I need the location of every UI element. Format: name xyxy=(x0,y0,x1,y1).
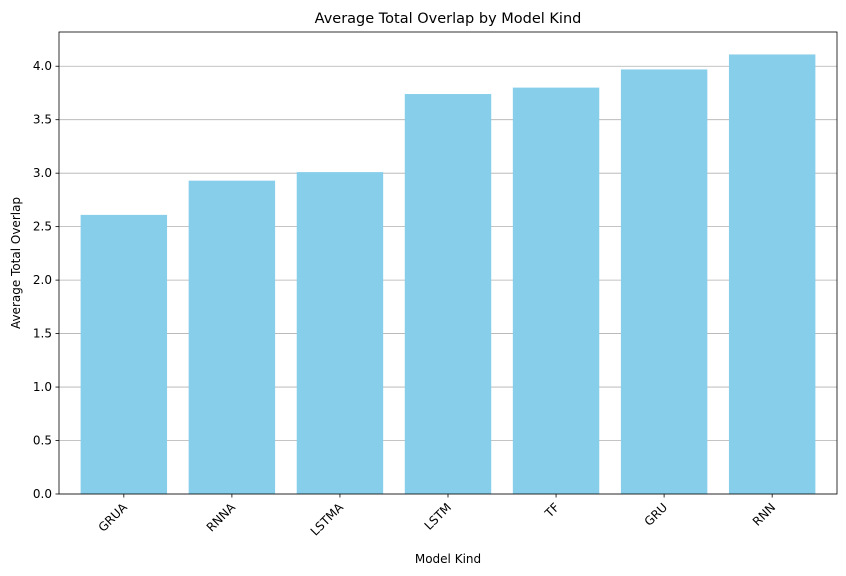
y-tick-label: 4.0 xyxy=(33,59,52,73)
y-axis-title: Average Total Overlap xyxy=(9,197,23,329)
bar-lstm xyxy=(404,94,492,495)
bar-rnn xyxy=(728,54,816,494)
y-tick-label: 1.0 xyxy=(33,380,52,394)
bar-gru xyxy=(620,69,708,495)
y-tick-label: 2.0 xyxy=(33,273,52,287)
bar-lstma xyxy=(296,172,384,494)
y-tick-label: 1.5 xyxy=(33,327,52,341)
x-axis-title: Model Kind xyxy=(415,552,481,566)
y-tick-label: 0.0 xyxy=(33,487,52,501)
y-tick-label: 0.5 xyxy=(33,434,52,448)
bar-grua xyxy=(80,214,168,494)
chart-title: Average Total Overlap by Model Kind xyxy=(315,11,582,27)
y-tick-label: 2.5 xyxy=(33,220,52,234)
bar-rnna xyxy=(188,180,276,494)
bars xyxy=(80,54,816,495)
plot-frame xyxy=(58,31,838,495)
y-tick-label: 3.5 xyxy=(33,113,52,127)
y-tick-label: 3.0 xyxy=(33,166,52,180)
bar-tf xyxy=(512,87,600,494)
